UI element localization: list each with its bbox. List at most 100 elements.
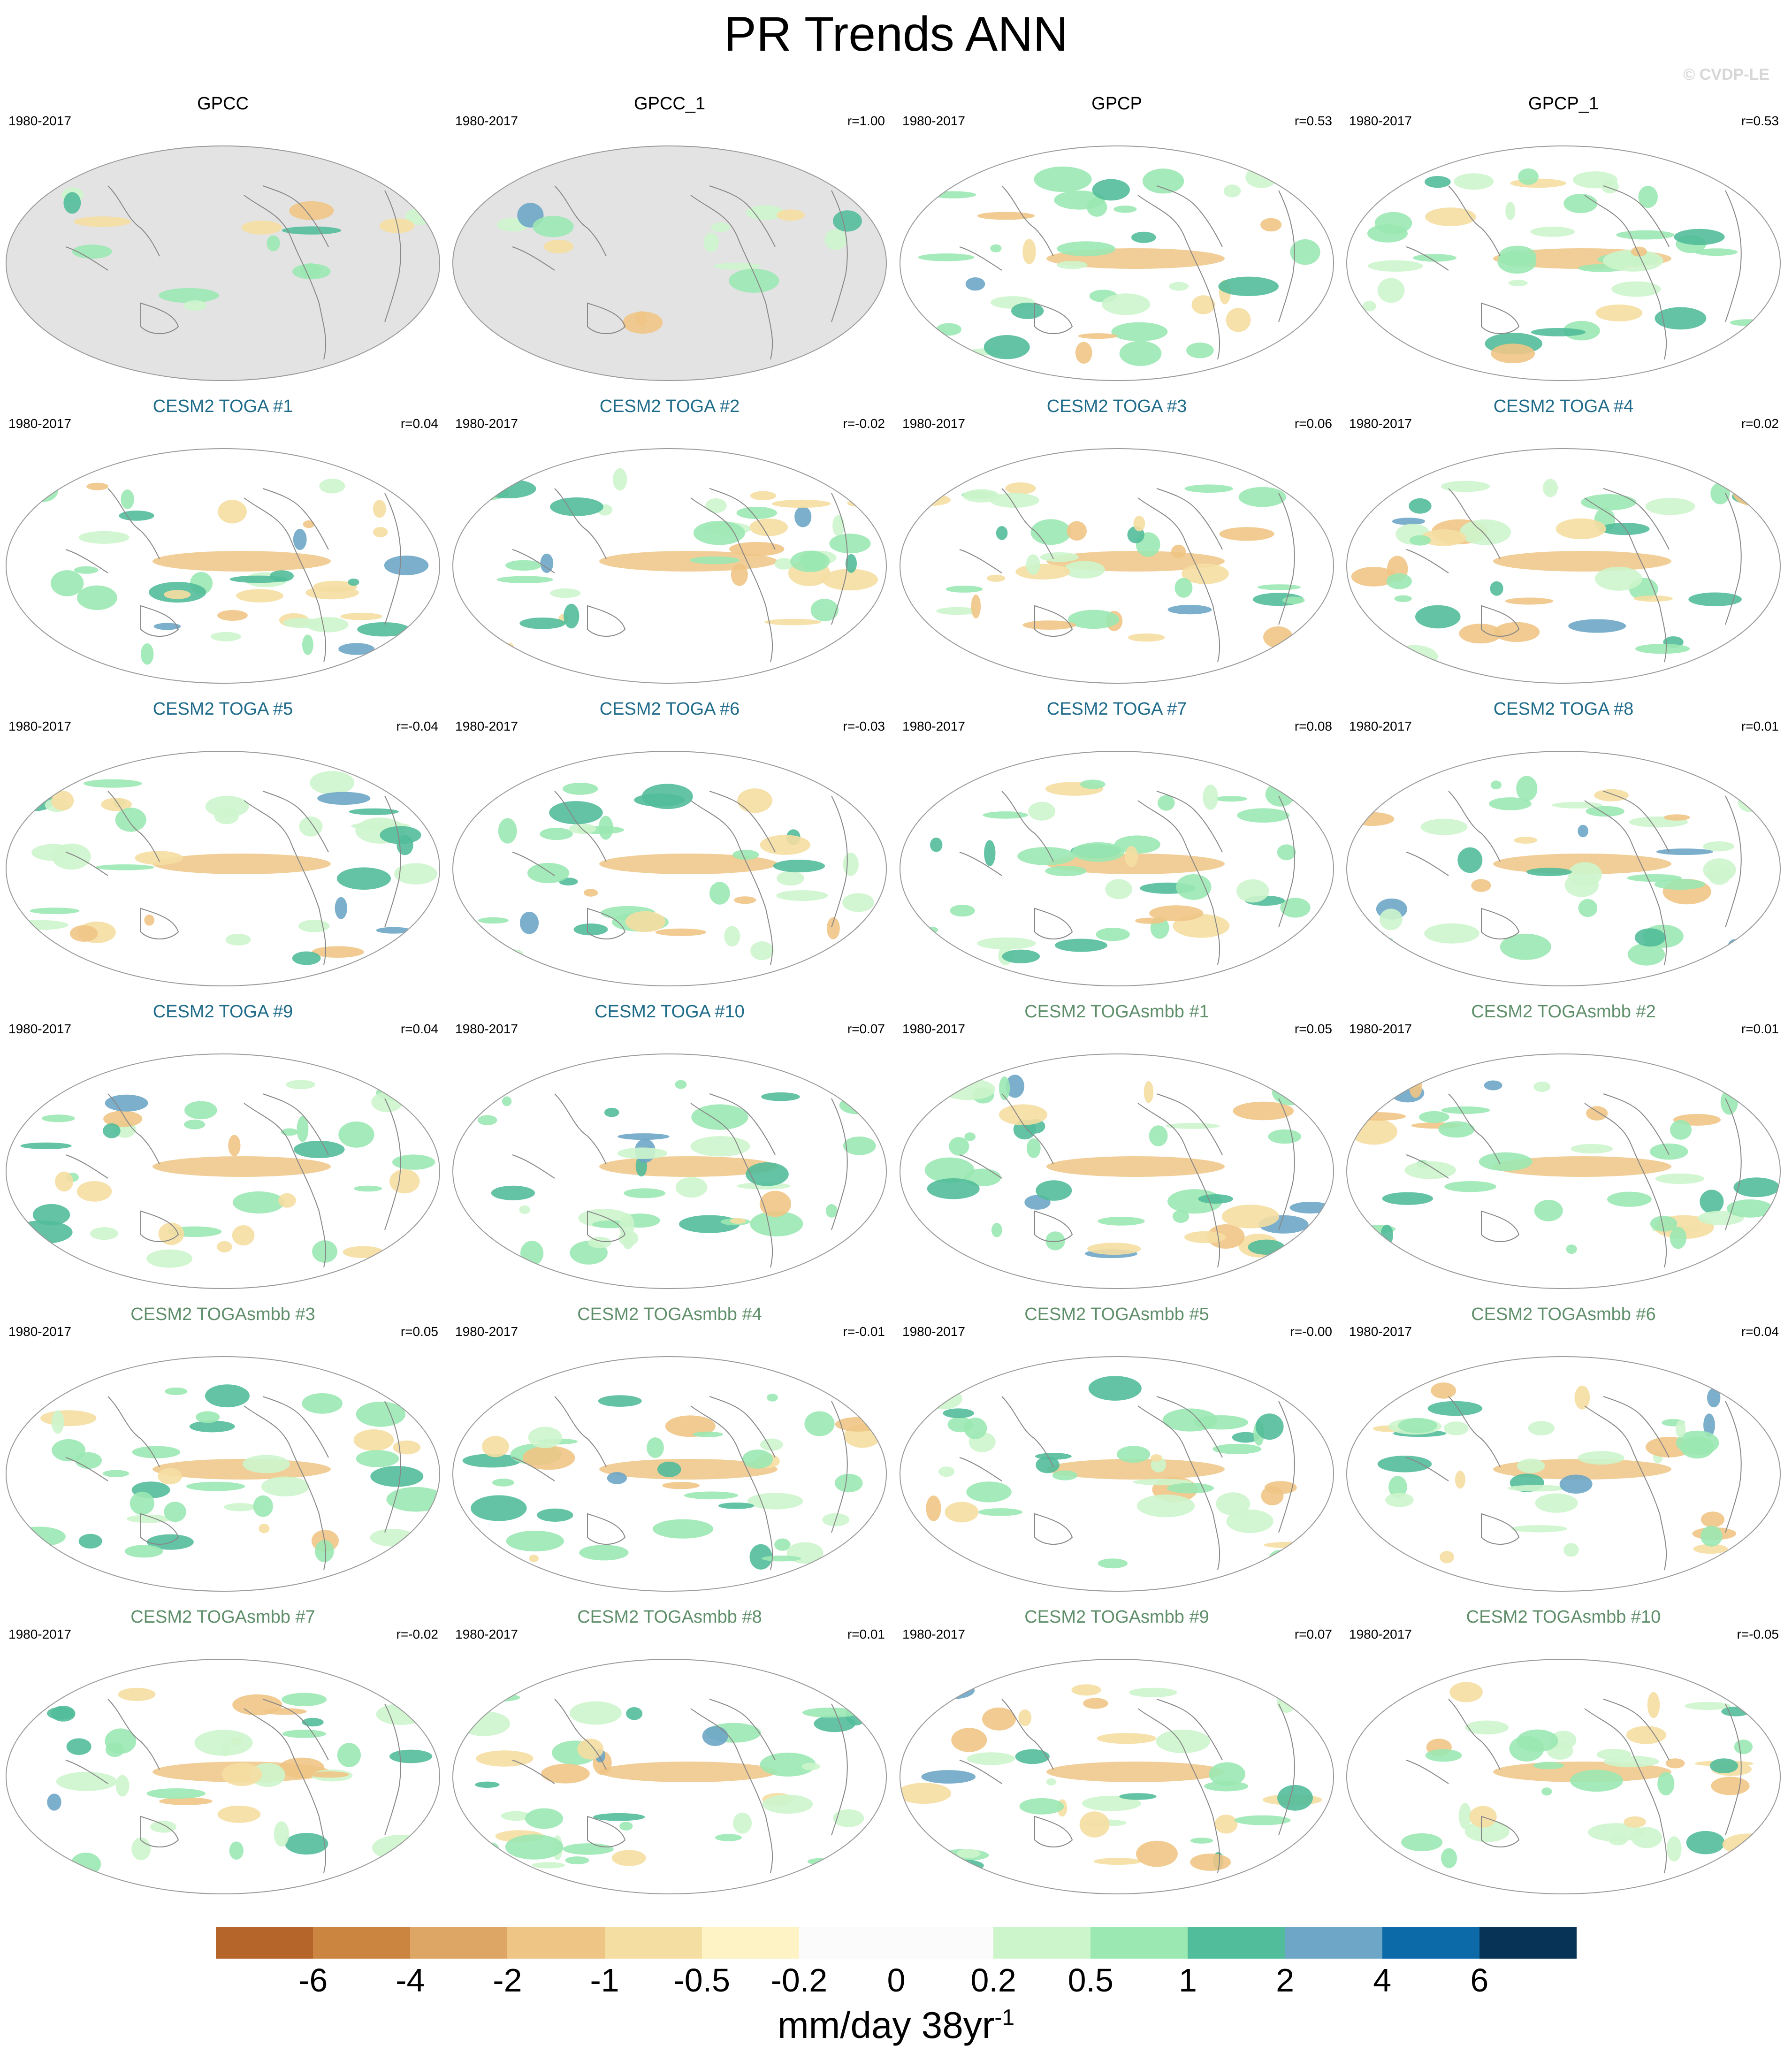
trend-blob [313,580,358,593]
trend-blob [78,531,130,544]
trend-blob [379,218,415,233]
trend-blob [598,816,613,840]
trend-blob [12,1220,73,1244]
trend-blob [1022,620,1076,630]
trend-blob [1088,1376,1142,1401]
colorbar-tick-label: 4 [1373,1962,1392,1999]
trend-blob [1277,779,1334,795]
trend-blob [1133,1479,1192,1486]
trend-blob [1595,566,1642,591]
panel-period: 1980-2017 [8,1324,71,1339]
panel-correlation: r=0.04 [400,416,438,431]
colorbar-box [896,1927,994,1959]
trend-blob [607,1472,627,1484]
panel-period: 1980-2017 [1349,1627,1412,1641]
trend-blob [1413,254,1457,262]
coastline [1156,1396,1223,1458]
coastline [1406,246,1449,271]
map-panel: GPCP_1 1980-2017 r=0.53 [1341,94,1786,394]
trend-blob [105,1742,124,1757]
robinson-map [6,1053,440,1289]
trend-blob [588,1236,612,1248]
units-exponent: -1 [994,2005,1015,2030]
trend-blob [1645,498,1695,515]
trend-blob [121,489,134,509]
trend-blob [52,1439,86,1462]
trend-blob [767,1394,778,1402]
panel-correlation: r=0.04 [1741,1324,1779,1339]
trend-blob [604,1107,619,1117]
colorbar [216,1927,1577,1959]
trend-blob [315,1540,334,1563]
trend-blob [477,1115,497,1125]
trend-blob [990,493,1039,508]
trend-blob [842,893,875,912]
trend-blob [232,1694,282,1716]
trend-blob [977,937,1036,950]
trend-blob [801,1762,820,1770]
trend-blob [1578,1451,1624,1465]
trend-blob [1255,1413,1284,1440]
trend-blob [984,335,1030,359]
trend-blob [1190,1838,1213,1844]
trend-blob [1517,1729,1558,1752]
trend-blob [373,527,388,538]
panel-correlation: r=-0.04 [396,719,439,733]
trend-blob [921,1770,976,1784]
trend-blob [527,862,570,884]
trend-blob [1457,847,1483,873]
trend-blob [210,632,241,641]
coastline [1001,488,1054,559]
trend-blob [492,1479,514,1487]
trend-blob [1494,622,1540,642]
trend-blob [283,618,320,628]
panel-title: CESM2 TOGA #1 [153,397,293,416]
trend-blob [462,1454,521,1468]
trend-blob [1534,1199,1563,1221]
coastline [1137,1405,1220,1571]
panel-correlation: r=0.08 [1294,719,1332,733]
coastline [709,1093,776,1155]
trend-blob [144,915,155,926]
trend-blob [1046,1156,1225,1177]
trend-blob [282,1730,326,1738]
trend-blob [310,771,355,795]
coastline [262,488,329,550]
map-panel: CESM2 TOGAsmbb #8 1980-2017 r=0.01 [447,1607,892,1907]
trend-blob [158,1222,184,1245]
trend-blob [729,542,785,556]
trend-blob [1568,619,1626,633]
coastline [1603,488,1670,550]
trend-blob [1277,1691,1296,1713]
coastline [1278,493,1295,625]
trend-blob [562,783,598,795]
trend-blob [1631,246,1647,257]
trend-blob [47,1707,75,1720]
trend-blob [1449,1682,1483,1702]
trend-blob [665,1415,716,1437]
panel-title: CESM2 TOGAsmbb #4 [577,1305,762,1324]
trend-blob [1098,1558,1128,1569]
trend-blob [1114,835,1160,854]
panel-correlation: r=0.53 [1741,114,1779,128]
trend-blob [662,1482,700,1489]
map-outline [1346,1356,1781,1592]
trend-blob [540,553,554,573]
trend-blob [540,828,573,840]
trend-blob [1517,1458,1545,1473]
coastline [1278,795,1295,928]
trend-blob [1650,1216,1678,1232]
trend-blob [746,205,785,220]
map-outline [6,1356,440,1592]
trend-blob [484,1842,501,1866]
trend-blob [1571,1144,1613,1154]
trend-blob [759,1190,791,1217]
coastline [65,1457,108,1481]
trend-blob [794,506,812,527]
trend-blob [733,1812,752,1834]
coastline [709,185,776,247]
trend-blob [498,818,517,844]
panel-correlation: r=-0.00 [1290,1324,1333,1339]
trend-blob [164,1502,186,1522]
coastline [1137,195,1220,360]
